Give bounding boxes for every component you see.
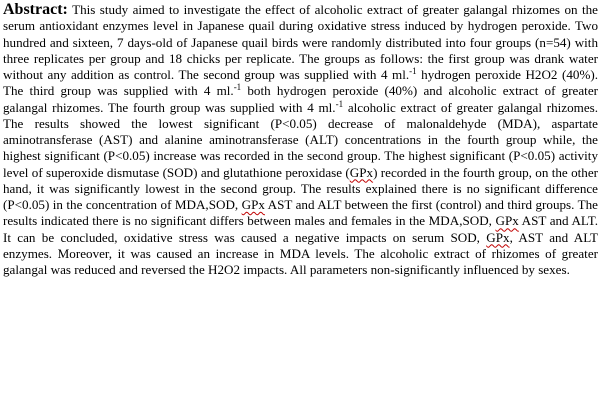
unit-superscript: -1: [409, 66, 417, 76]
unit-superscript: -1: [335, 98, 344, 109]
abstract-text: ) recorded in the fourth group, on the o…: [3, 164, 598, 213]
abstract-text: alcoholic extract of greater galangal rh…: [3, 99, 598, 180]
abstract-text: AST and ALT between the first (control) …: [3, 197, 598, 229]
abstract-paragraph: Abstract: This study aimed to investigat…: [3, 1, 599, 278]
abstract-text: AST and ALT. It can be concluded, oxidat…: [3, 213, 598, 245]
spellcheck-flagged-word[interactable]: GPx: [486, 229, 510, 245]
spellcheck-flagged-word[interactable]: GPx: [241, 197, 265, 212]
abstract-heading: Abstract:: [3, 1, 68, 18]
abstract-text: , AST and ALT enzymes. Moreover, it was …: [3, 229, 598, 278]
abstract-text: both hydrogen peroxide (40%) and alcohol…: [3, 83, 598, 115]
abstract-text: hydrogen peroxide H2O2 (40%). The third …: [3, 67, 599, 99]
abstract-text: This study aimed to investigate the effe…: [3, 2, 598, 82]
spellcheck-flagged-word[interactable]: GPx: [495, 213, 519, 229]
unit-superscript: -1: [233, 82, 242, 93]
spellcheck-flagged-word[interactable]: GPx: [349, 164, 374, 180]
